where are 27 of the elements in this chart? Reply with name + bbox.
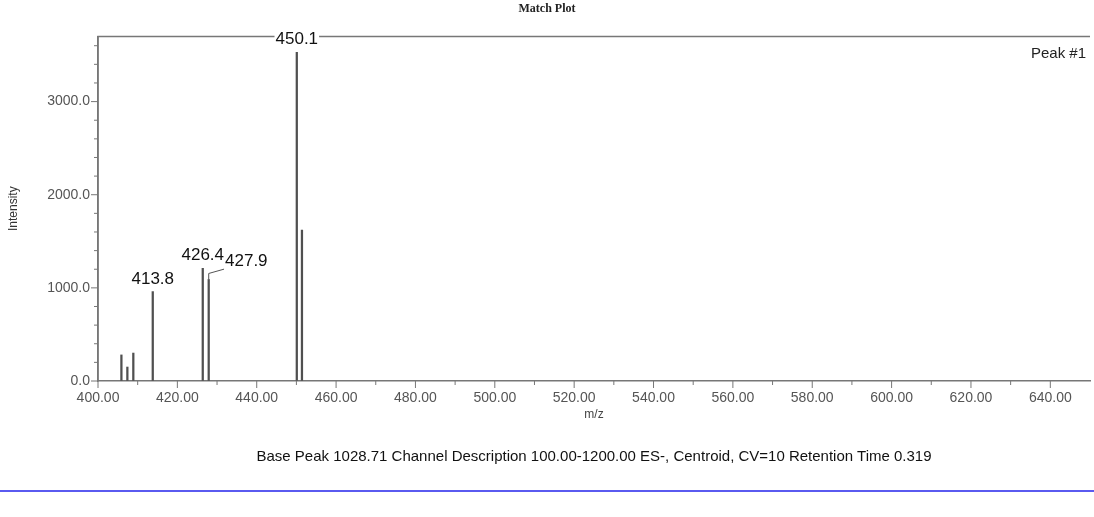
x-tick-label: 640.00	[1028, 389, 1072, 406]
chart-title: Match Plot	[518, 1, 576, 16]
y-tick-label: 2000.0	[47, 185, 91, 202]
annotation: 427.9	[225, 251, 268, 271]
x-tick-label: 400.00	[76, 389, 120, 406]
x-tick-label: 560.00	[711, 389, 755, 406]
text: Base Peak 1028.71 Channel Description 100.00-1200.00 ES-, Centroid, CV=10 Retention Time 0.319	[256, 447, 932, 465]
x-tick-label: 480.00	[394, 389, 438, 406]
x-axis-title: m/z	[584, 407, 604, 422]
annotation: 450.1	[275, 29, 319, 49]
x-tick-label: 540.00	[632, 389, 676, 406]
x-tick-label: 420.00	[155, 389, 199, 406]
x-tick-label: 460.00	[314, 389, 358, 406]
annotation: Peak #1	[1030, 44, 1086, 62]
y-axis-title: Intensity	[5, 186, 20, 232]
y-tick-label: 1000.0	[47, 278, 91, 295]
x-tick-label: 500.00	[473, 389, 517, 406]
x-tick-label: 580.00	[790, 389, 834, 406]
y-tick-label: 3000.0	[47, 92, 91, 109]
x-tick-label: 620.00	[949, 389, 993, 406]
annotation: 426.4	[181, 245, 225, 265]
bar	[120, 354, 123, 381]
x-tick-label: 520.00	[552, 389, 596, 406]
y-tick-label: 0.0	[70, 371, 91, 388]
x-tick-label: 440.00	[235, 389, 279, 406]
annotation: 413.8	[131, 268, 175, 288]
x-tick-label: 600.00	[870, 389, 914, 406]
